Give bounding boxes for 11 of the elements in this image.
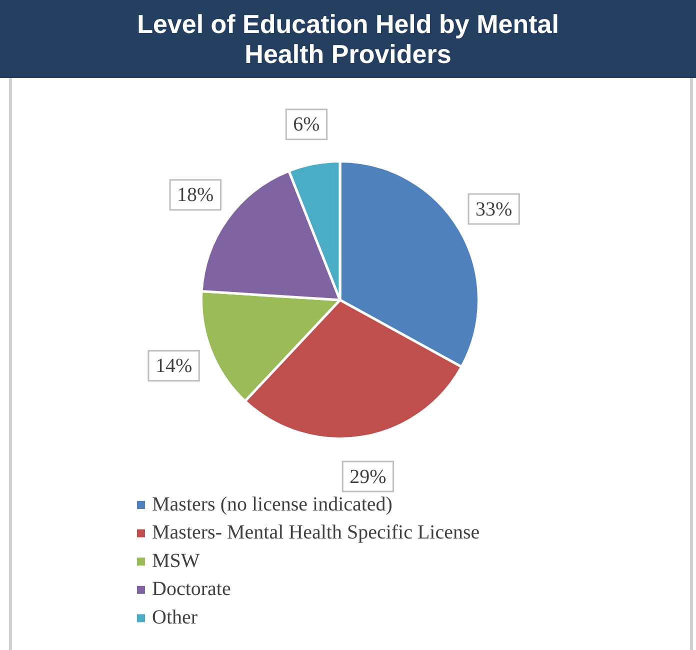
data-label: 6% <box>293 114 320 136</box>
chart-title: Level of Education Held by Mental Health Providers <box>136 9 560 69</box>
legend-label: Other <box>152 606 198 628</box>
data-label: 14% <box>155 355 192 378</box>
legend-label: Masters (no license indicated) <box>152 493 392 516</box>
data-label: 18% <box>177 184 214 206</box>
legend-label: Masters- Mental Health Specific License <box>152 522 480 544</box>
data-label: 29% <box>350 466 386 488</box>
data-label: 33% <box>476 198 512 220</box>
legend-label: MSW <box>152 550 200 572</box>
legend-label: Doctorate <box>152 578 231 600</box>
